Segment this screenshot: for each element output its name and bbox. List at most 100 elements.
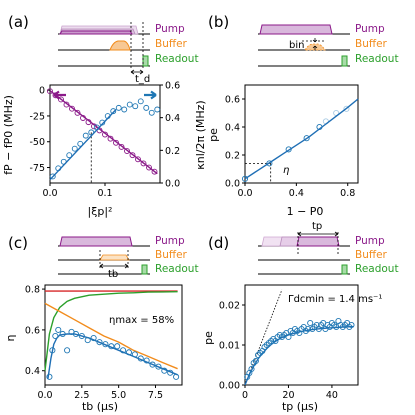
x-tick-label: 5.0 <box>111 390 126 401</box>
y-axis-label: pe <box>207 128 220 142</box>
y-tick-label: 0.0 <box>165 179 180 190</box>
data-point <box>304 325 312 333</box>
legend-buffer: Buffer <box>155 249 188 261</box>
amplitude-arrow <box>312 38 318 50</box>
data-point <box>151 168 158 175</box>
data-point <box>285 146 292 153</box>
data-point <box>343 105 350 112</box>
x-tick-label: 0.0 <box>42 188 57 199</box>
readout-pulse <box>141 264 148 275</box>
legend-readout: Readout <box>155 263 199 275</box>
x-axis-label: 1 − P0 <box>287 205 324 218</box>
x-axis-label: tb (μs) <box>82 400 118 413</box>
chart-a: 0.0 0.1 -75 -50 -25 0 0.0 0.2 0.4 0.6 <box>29 81 180 200</box>
y-tick-label: -50 <box>29 137 45 148</box>
data-point <box>102 341 109 348</box>
data-point <box>90 335 97 342</box>
legend-pump: Pump <box>355 235 385 247</box>
readout-pulse <box>341 55 348 67</box>
data-point <box>59 330 66 338</box>
data-point <box>266 160 273 167</box>
y-tick-label: 0.8 <box>25 285 40 296</box>
legend-buffer: Buffer <box>155 38 188 50</box>
x-axis-label: tp (μs) <box>282 400 318 413</box>
data-point <box>137 98 144 105</box>
eta-annotation: η <box>283 165 289 176</box>
amplitude-label: bin <box>289 40 304 51</box>
panel-a-label: (a) <box>8 13 29 31</box>
data-point <box>137 355 144 362</box>
legend-b: Pump Buffer Readout <box>355 23 399 65</box>
y-tick-label: 0.4 <box>225 123 240 134</box>
data-point <box>64 347 71 354</box>
x-tick-label: 0.1 <box>97 188 112 199</box>
data-point <box>285 333 292 341</box>
chart-c: 0.0 2.5 5.0 7.5 0.4 0.6 0.8 <box>25 284 183 401</box>
series-line <box>244 98 359 180</box>
buffer-pulse <box>109 40 131 51</box>
series-line <box>49 90 158 175</box>
series-line <box>44 302 178 370</box>
data-point <box>82 132 89 139</box>
data-point <box>252 357 259 365</box>
legend-readout: Readout <box>355 53 399 65</box>
eta-max-annotation: ηmax = 58% <box>109 315 174 326</box>
legend-readout: Readout <box>155 53 199 65</box>
y-tick-label: -75 <box>29 163 45 174</box>
data-point <box>146 164 152 171</box>
data-point <box>115 104 122 111</box>
y-tick-label: 0.01 <box>219 341 240 352</box>
data-point <box>52 332 59 340</box>
data-point <box>248 365 255 373</box>
chart-b: 0.0 0.4 0.8 0.0 0.2 0.4 0.6 <box>225 84 359 199</box>
data-point <box>124 148 130 154</box>
data-point <box>55 326 62 333</box>
y-tick-label: 0.4 <box>25 366 40 377</box>
data-point <box>66 152 73 159</box>
x-axis-label: |ξp|² <box>88 205 113 218</box>
y-axis-label: fP − fP0 (MHz) <box>2 95 15 175</box>
data-point <box>46 373 53 380</box>
y-axis-label-right: κnl/2π (MHz) <box>194 100 207 169</box>
data-point <box>167 369 174 376</box>
data-point <box>135 156 141 163</box>
data-point <box>149 361 156 368</box>
pump-pulse <box>259 24 333 35</box>
data-point <box>49 173 56 180</box>
x-tick-label: 2.5 <box>74 390 89 401</box>
data-point <box>72 330 79 338</box>
data-point <box>114 343 121 350</box>
pump-pulse <box>59 30 133 35</box>
legend-readout: Readout <box>355 263 399 275</box>
legend-pump: Pump <box>155 23 185 35</box>
x-tick-label: 0.0 <box>37 390 52 401</box>
readout-pulse <box>341 264 348 275</box>
y-tick-label: 0.6 <box>25 325 40 336</box>
x-tick-label: 0.0 <box>237 188 252 199</box>
y-tick-label: 0.00 <box>219 381 240 392</box>
data-point <box>84 337 91 344</box>
plot-frame <box>44 284 183 386</box>
chart-d: 0 20 40 0.00 0.01 0.02 <box>219 284 359 401</box>
plot-frame <box>244 84 359 184</box>
y-axis-label: pe <box>202 331 215 345</box>
panel-b-label: (b) <box>208 13 229 31</box>
data-point <box>125 349 133 356</box>
data-point <box>108 343 115 350</box>
plot-frame <box>244 284 359 386</box>
legend-pump: Pump <box>155 235 185 247</box>
data-point <box>241 175 249 182</box>
x-tick-label: 40 <box>326 390 338 401</box>
legend-a: Pump Buffer Readout <box>155 23 199 65</box>
sequence-c: tb <box>58 236 150 280</box>
data-point <box>120 347 127 354</box>
data-point <box>148 109 155 116</box>
data-point <box>155 363 162 370</box>
panel-d-label: (d) <box>208 234 229 252</box>
data-point <box>154 106 161 113</box>
data-point <box>303 135 310 142</box>
delay-arrow <box>130 69 144 75</box>
data-point <box>118 143 125 150</box>
data-point <box>121 106 128 113</box>
